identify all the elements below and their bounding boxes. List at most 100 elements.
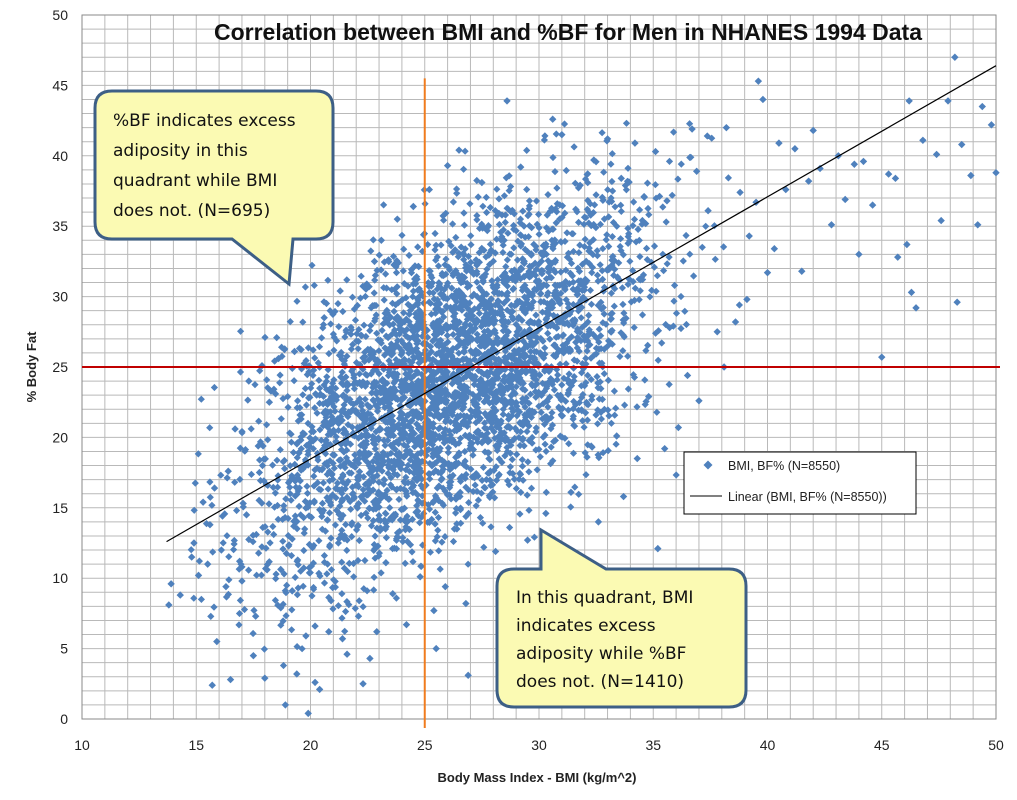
data-point: [905, 97, 913, 105]
data-point: [194, 571, 203, 580]
data-point: [722, 123, 731, 132]
callout-lower-line-4: does not. (N=1410): [516, 672, 684, 692]
data-point: [293, 670, 301, 678]
data-point: [290, 347, 299, 356]
data-point: [302, 632, 310, 640]
y-tick-label: 5: [60, 641, 68, 657]
data-point: [263, 566, 271, 574]
data-point: [258, 461, 267, 470]
callout-upper-line-1: %BF indicates excess: [113, 111, 296, 131]
data-point: [288, 587, 296, 595]
data-point: [937, 216, 945, 225]
data-point: [432, 644, 440, 653]
data-point: [443, 161, 452, 170]
data-point: [754, 77, 763, 85]
y-tick-label: 20: [52, 429, 68, 445]
data-point: [775, 139, 783, 147]
data-point: [987, 121, 996, 129]
data-point: [619, 492, 628, 501]
data-point: [576, 181, 584, 190]
legend-trendline-label: Linear (BMI, BF% (N=8550)): [728, 490, 887, 504]
callout-upper-line-2: adiposity in this: [113, 141, 248, 161]
data-point: [612, 432, 621, 440]
data-point: [791, 145, 799, 153]
y-tick-labels: 0 5 10 15 20 25 30 35 40 45 50: [52, 7, 68, 727]
legend-box: [683, 451, 917, 515]
y-tick-label: 25: [52, 359, 68, 375]
data-point: [206, 520, 214, 529]
data-point: [736, 188, 744, 197]
data-point: [958, 140, 966, 149]
data-point: [692, 167, 701, 175]
data-point: [199, 498, 207, 506]
data-point: [974, 221, 982, 229]
data-point: [274, 354, 283, 363]
data-point: [517, 163, 525, 171]
x-tick-label: 25: [417, 737, 433, 753]
x-tick-label: 15: [188, 737, 204, 753]
upper-left-callout: %BF indicates excess adiposity in this q…: [93, 89, 335, 287]
data-point: [336, 287, 344, 295]
data-point: [894, 253, 902, 261]
data-point: [393, 215, 402, 223]
data-point: [590, 156, 598, 164]
data-point: [208, 681, 216, 689]
data-point: [759, 95, 767, 104]
data-point: [213, 637, 221, 646]
data-point: [343, 650, 351, 658]
x-tick-label: 40: [760, 737, 776, 753]
data-point: [325, 628, 333, 636]
callout-lower-line-2: indicates excess: [516, 616, 656, 636]
data-point: [366, 654, 374, 663]
data-point: [251, 612, 260, 620]
data-point: [944, 97, 952, 105]
data-point: [683, 371, 692, 380]
data-point: [491, 547, 500, 556]
callout-bubble-lower: [495, 527, 748, 709]
x-tick-label: 20: [303, 737, 319, 753]
data-point: [743, 295, 751, 304]
data-point: [167, 580, 175, 588]
y-tick-label: 45: [52, 77, 68, 93]
data-point: [464, 671, 472, 680]
data-point: [878, 353, 886, 361]
data-point: [382, 559, 390, 567]
data-point: [912, 304, 920, 312]
data-point: [224, 467, 232, 475]
data-point: [903, 240, 911, 249]
data-point: [462, 599, 470, 608]
data-point: [549, 115, 557, 123]
data-point: [277, 604, 285, 612]
data-point: [359, 680, 367, 688]
trendline: [166, 65, 997, 543]
data-point: [919, 136, 927, 145]
x-tick-label: 35: [645, 737, 661, 753]
data-point: [798, 267, 806, 275]
legend: BMI, BF% (N=8550) Linear (BMI, BF% (N=85…: [683, 451, 917, 515]
data-point: [859, 157, 868, 166]
data-point: [567, 488, 575, 497]
data-point: [425, 185, 434, 194]
data-point: [222, 582, 230, 591]
data-point: [868, 201, 877, 209]
data-point: [855, 250, 863, 259]
y-tick-label: 50: [52, 7, 68, 23]
data-point: [176, 591, 184, 599]
y-tick-label: 30: [52, 289, 68, 305]
data-point: [261, 674, 269, 682]
data-point: [654, 544, 662, 553]
dense-point-cloud: [187, 119, 744, 670]
data-point: [617, 174, 625, 183]
data-point: [235, 557, 244, 566]
y-tick-label: 0: [60, 711, 68, 727]
data-point: [190, 539, 198, 547]
data-point: [763, 268, 772, 277]
data-point: [809, 126, 817, 135]
data-point: [503, 97, 511, 105]
data-point: [816, 164, 824, 173]
data-point: [245, 377, 253, 385]
lower-right-callout: In this quadrant, BMI indicates excess a…: [495, 527, 748, 709]
data-point: [663, 197, 671, 205]
data-point: [311, 678, 319, 687]
